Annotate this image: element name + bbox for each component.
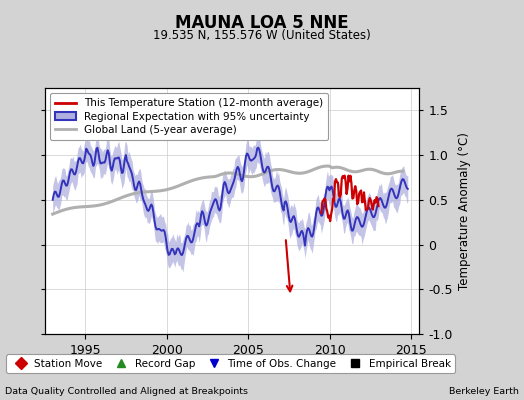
Text: 19.535 N, 155.576 W (United States): 19.535 N, 155.576 W (United States) xyxy=(153,29,371,42)
Legend: Station Move, Record Gap, Time of Obs. Change, Empirical Break: Station Move, Record Gap, Time of Obs. C… xyxy=(6,354,455,373)
Text: Data Quality Controlled and Aligned at Breakpoints: Data Quality Controlled and Aligned at B… xyxy=(5,387,248,396)
Legend: This Temperature Station (12-month average), Regional Expectation with 95% uncer: This Temperature Station (12-month avera… xyxy=(50,93,329,140)
Text: MAUNA LOA 5 NNE: MAUNA LOA 5 NNE xyxy=(175,14,349,32)
Text: Berkeley Earth: Berkeley Earth xyxy=(449,387,519,396)
Y-axis label: Temperature Anomaly (°C): Temperature Anomaly (°C) xyxy=(458,132,471,290)
